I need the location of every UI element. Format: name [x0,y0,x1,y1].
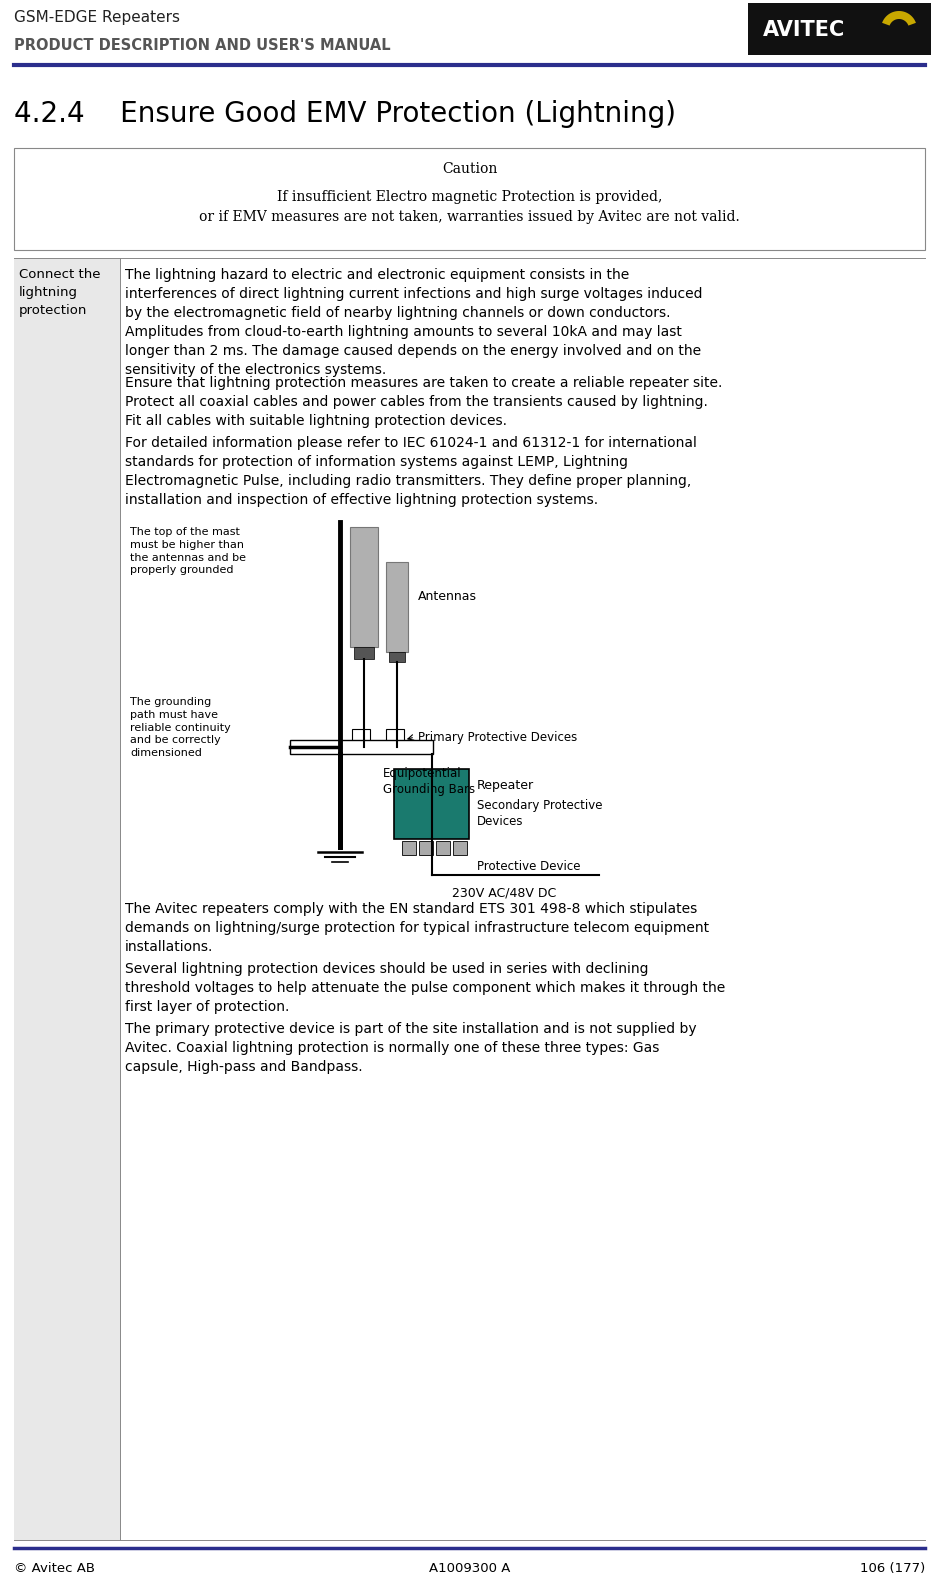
Text: The top of the mast
must be higher than
the antennas and be
properly grounded: The top of the mast must be higher than … [130,528,246,575]
Text: Equipotential
Grounding Bars: Equipotential Grounding Bars [383,767,475,796]
Bar [14,148,925,249]
Text: 4.2.4    Ensure Good EMV Protection (Lightning): 4.2.4 Ensure Good EMV Protection (Lightn… [14,100,676,129]
Text: The primary protective device is part of the site installation and is not suppli: The primary protective device is part of… [125,1022,697,1074]
Bar [350,528,378,647]
Text: PRODUCT DESCRIPTION AND USER'S MANUAL: PRODUCT DESCRIPTION AND USER'S MANUAL [14,38,391,52]
Bar [14,257,120,1540]
Text: For detailed information please refer to IEC 61024-1 and 61312-1 for internation: For detailed information please refer to… [125,435,697,507]
Bar [386,729,404,752]
Text: Secondary Protective
Devices: Secondary Protective Devices [477,799,603,828]
Text: © Avitec AB: © Avitec AB [14,1562,95,1575]
Bar [436,841,450,855]
Text: Antennas: Antennas [418,591,477,604]
Bar [394,769,469,839]
Text: Ensure that lightning protection measures are taken to create a reliable repeate: Ensure that lightning protection measure… [125,377,722,427]
Bar [419,841,433,855]
Polygon shape [882,11,916,25]
Bar [389,651,405,663]
Text: 106 (177): 106 (177) [860,1562,925,1575]
Bar [386,563,408,651]
Bar [352,729,370,752]
Text: Repeater: Repeater [477,779,534,791]
Text: or if EMV measures are not taken, warranties issued by Avitec are not valid.: or if EMV measures are not taken, warran… [199,210,740,224]
Text: A1009300 A: A1009300 A [429,1562,510,1575]
Text: Connect the
lightning
protection: Connect the lightning protection [19,269,100,316]
Text: Caution: Caution [442,162,497,176]
Bar [290,740,433,755]
Bar [748,3,931,56]
Text: GSM-EDGE Repeaters: GSM-EDGE Repeaters [14,10,180,25]
Text: The lightning hazard to electric and electronic equipment consists in the
interf: The lightning hazard to electric and ele… [125,269,702,377]
Text: The Avitec repeaters comply with the EN standard ETS 301 498-8 which stipulates
: The Avitec repeaters comply with the EN … [125,903,709,953]
Text: Primary Protective Devices: Primary Protective Devices [418,731,577,744]
Text: Protective Device: Protective Device [477,860,580,872]
Bar [453,841,467,855]
Text: AVITEC: AVITEC [763,21,845,40]
Bar [354,647,374,659]
Bar [402,841,416,855]
Text: The grounding
path must have
reliable continuity
and be correctly
dimensioned: The grounding path must have reliable co… [130,698,231,758]
Text: 230V AC/48V DC: 230V AC/48V DC [452,887,556,899]
Text: Several lightning protection devices should be used in series with declining
thr: Several lightning protection devices sho… [125,961,725,1014]
Text: If insufficient Electro magnetic Protection is provided,: If insufficient Electro magnetic Protect… [277,191,662,203]
